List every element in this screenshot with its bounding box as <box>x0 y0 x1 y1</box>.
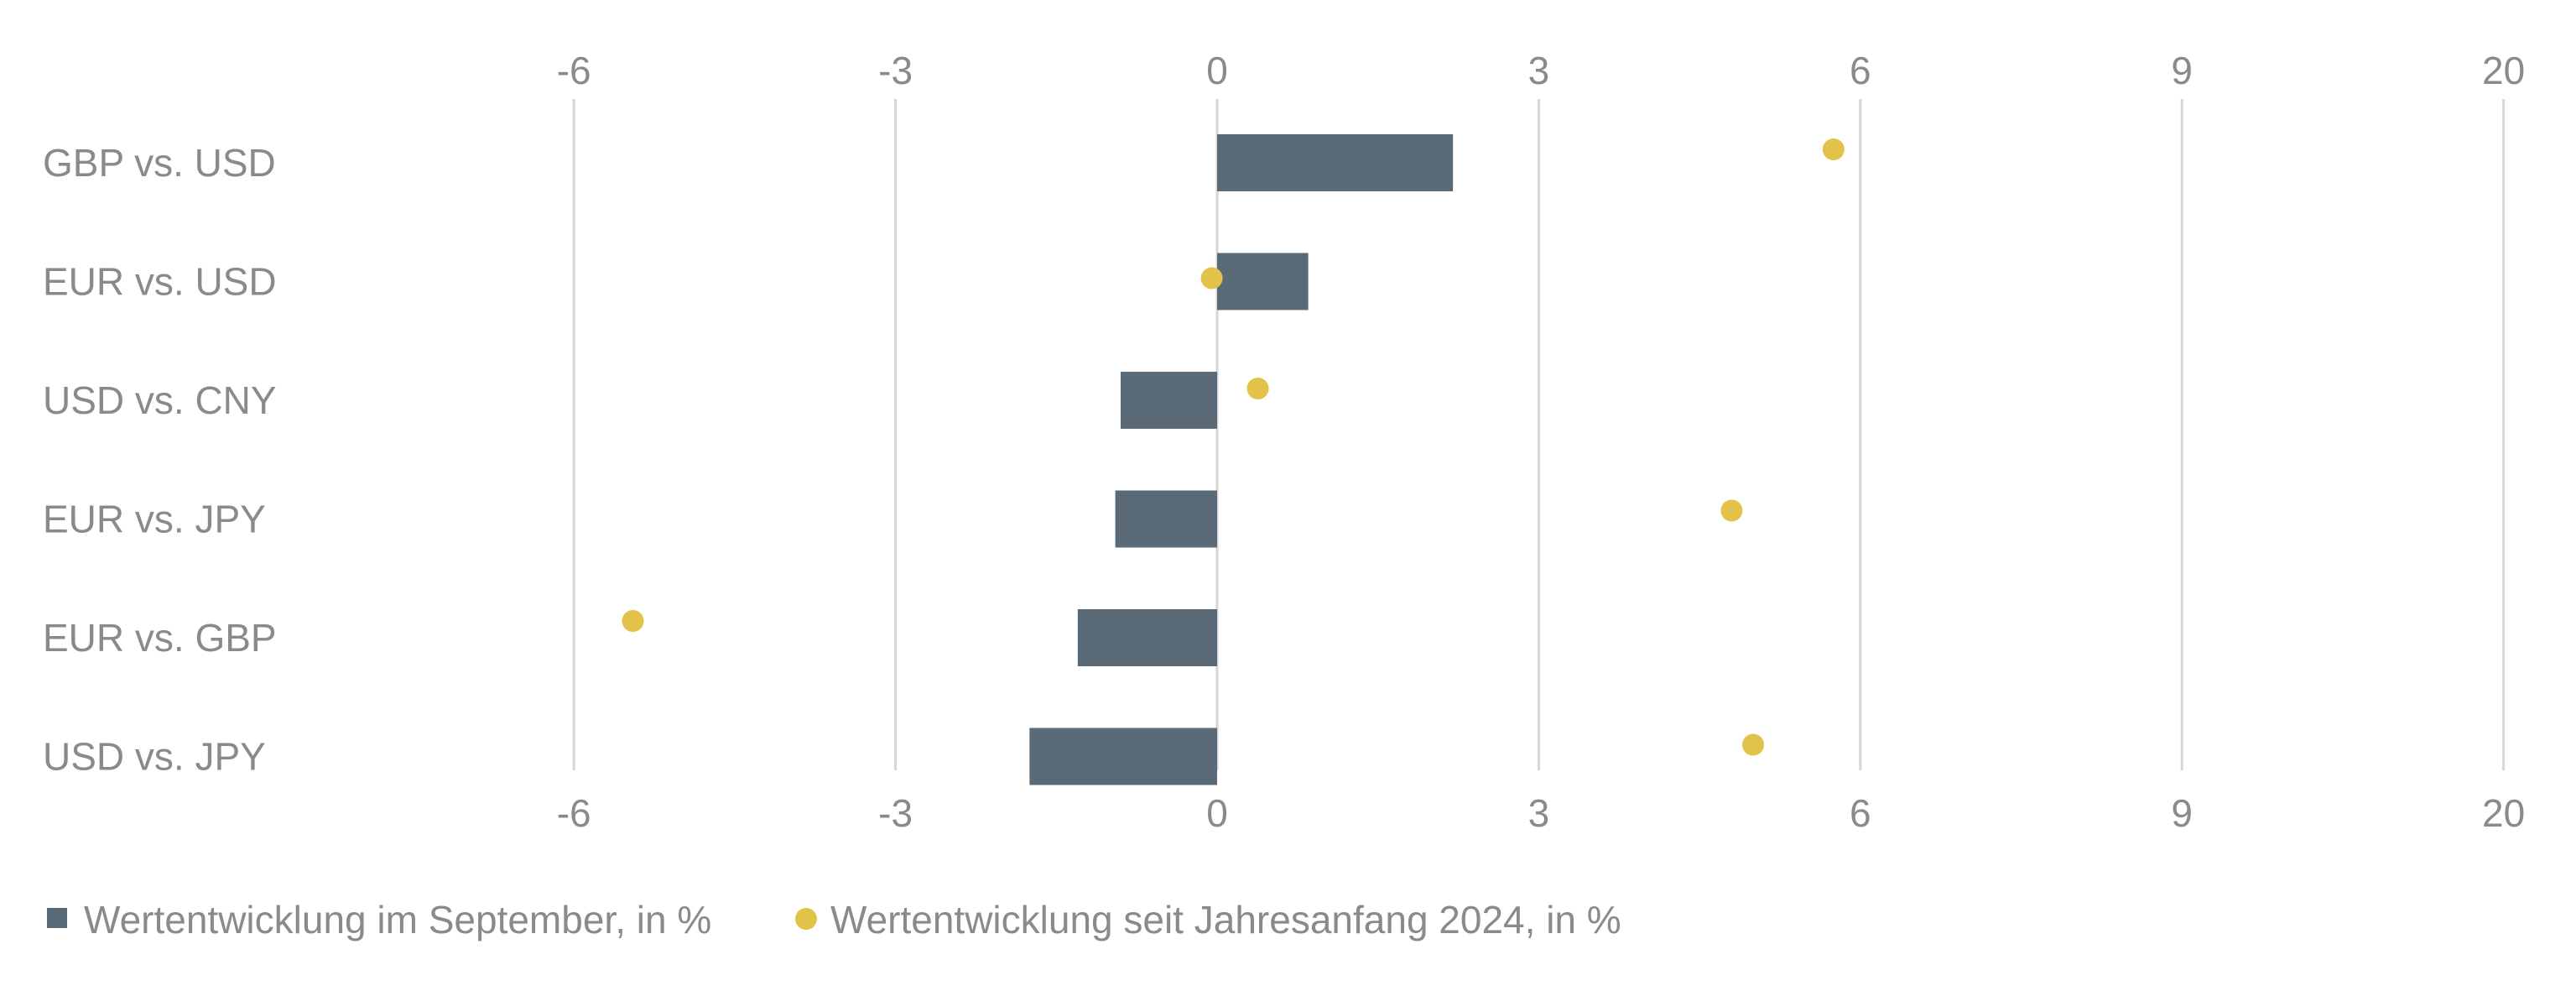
x-axis-top: -6 -3 0 3 6 9 20 <box>557 49 2525 92</box>
ytd-dots <box>622 138 1845 756</box>
legend-swatch-bar <box>47 908 67 928</box>
x-tick-label-top: 3 <box>1528 49 1550 92</box>
x-axis-bottom: -6 -3 0 3 6 9 20 <box>557 791 2525 835</box>
x-tick-label-top: 20 <box>2482 49 2525 92</box>
x-tick-label-top: 0 <box>1206 49 1228 92</box>
legend-label-september: Wertentwicklung im September, in % <box>84 898 711 941</box>
x-tick-label-bottom: -6 <box>557 791 591 835</box>
legend: Wertentwicklung im September, in % Werte… <box>47 898 1621 941</box>
x-tick-label-bottom: 6 <box>1850 791 1871 835</box>
x-tick-label-bottom: 0 <box>1206 791 1228 835</box>
x-tick-label-bottom: 9 <box>2171 791 2193 835</box>
legend-swatch-dot <box>795 908 817 930</box>
bar-september <box>1120 372 1217 429</box>
bar-september <box>1217 134 1454 191</box>
dot-ytd <box>1200 267 1223 289</box>
category-label: EUR vs. USD <box>43 260 277 304</box>
x-tick-label-bottom: 20 <box>2482 791 2525 835</box>
x-tick-label-top: 6 <box>1850 49 1871 92</box>
x-tick-label-bottom: -3 <box>878 791 913 835</box>
x-tick-label-top: -3 <box>878 49 913 92</box>
category-label: USD vs. CNY <box>43 378 277 422</box>
category-labels: GBP vs. USD EUR vs. USD USD vs. CNY EUR vs.… <box>43 141 277 779</box>
dot-ytd <box>622 610 644 632</box>
bar-september <box>1115 490 1217 548</box>
category-label: USD vs. JPY <box>43 735 266 779</box>
dot-ytd <box>1822 138 1845 160</box>
category-label: GBP vs. USD <box>43 141 276 185</box>
september-bars <box>1029 134 1454 785</box>
bar-september <box>1217 253 1309 310</box>
category-label: EUR vs. GBP <box>43 616 277 660</box>
dot-ytd <box>1742 733 1764 756</box>
dot-ytd <box>1720 499 1743 522</box>
dot-ytd <box>1246 378 1269 399</box>
bar-september <box>1077 609 1217 666</box>
category-label: EUR vs. JPY <box>43 498 266 541</box>
bar-september <box>1029 728 1217 785</box>
x-tick-label-top: -6 <box>557 49 591 92</box>
x-tick-label-bottom: 3 <box>1528 791 1550 835</box>
legend-label-ytd: Wertentwicklung seit Jahresanfang 2024, … <box>830 898 1621 941</box>
gridlines <box>572 99 2506 770</box>
x-tick-label-top: 9 <box>2171 49 2193 92</box>
